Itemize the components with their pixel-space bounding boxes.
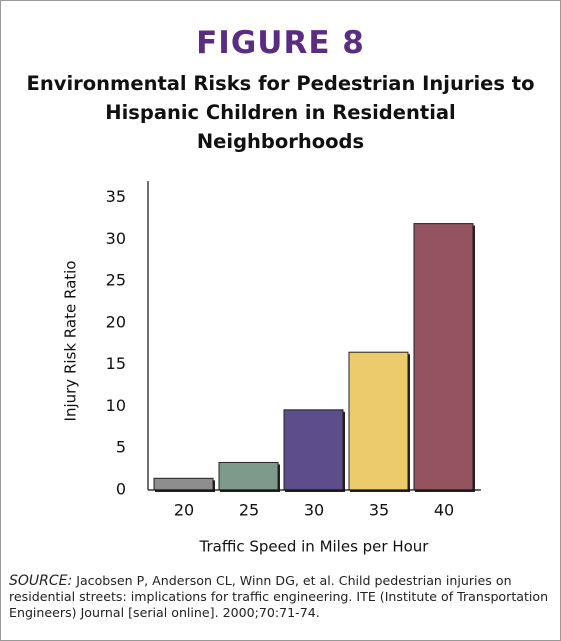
y-tick-label: 5 xyxy=(116,438,126,457)
y-tick-label: 20 xyxy=(106,312,126,331)
y-tick-label: 25 xyxy=(106,271,126,290)
y-tick-label: 10 xyxy=(106,396,126,415)
y-axis-label: Injury Risk Rate Ratio xyxy=(62,261,80,422)
x-tick-label: 20 xyxy=(174,501,194,520)
x-axis-label: Traffic Speed in Miles per Hour xyxy=(199,538,430,556)
x-tick-label: 40 xyxy=(434,501,454,520)
source-note: SOURCE: Jacobsen P, Anderson CL, Winn DG… xyxy=(9,573,554,621)
source-text: Jacobsen P, Anderson CL, Winn DG, et al.… xyxy=(9,573,549,620)
chart-title: Environmental Risks for Pedestrian Injur… xyxy=(26,72,535,153)
y-tick-label: 35 xyxy=(106,187,126,206)
y-tick-label: 15 xyxy=(106,354,126,373)
x-tick-label: 25 xyxy=(239,501,259,520)
x-tick-label: 30 xyxy=(304,501,324,520)
x-tick-label: 35 xyxy=(369,501,389,520)
source-label: SOURCE: xyxy=(9,573,73,589)
bar xyxy=(218,461,279,491)
bar xyxy=(153,477,214,491)
bar xyxy=(283,409,344,491)
bar xyxy=(413,223,474,491)
y-tick-label: 0 xyxy=(116,480,126,499)
y-tick-label: 30 xyxy=(106,229,126,248)
bar xyxy=(348,351,409,491)
figure-label: FIGURE 8 xyxy=(196,25,365,61)
